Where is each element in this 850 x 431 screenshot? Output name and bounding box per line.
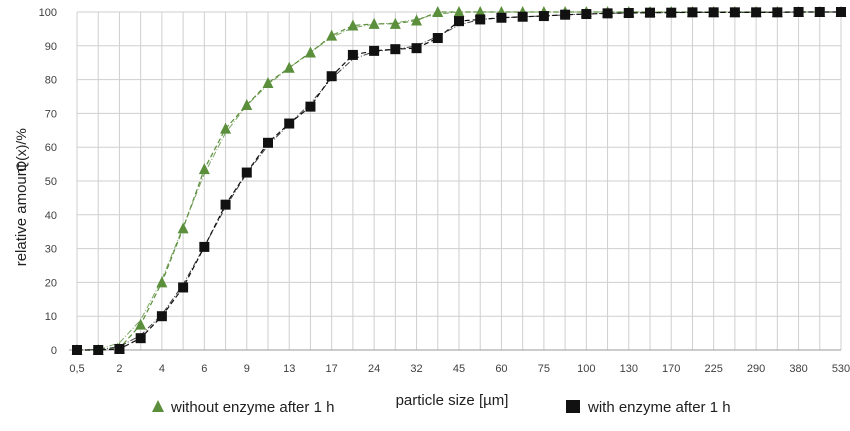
y-tick-labels: 0 10 20 30 40 50 60 70 80 90 100: [39, 7, 57, 357]
x-tick-label: 0,5: [69, 363, 84, 375]
y-tick-label: 50: [45, 176, 57, 188]
point-square: [581, 9, 592, 20]
point-square: [72, 345, 82, 355]
legend-marker-triangle: [152, 400, 164, 412]
y-tick-label: 80: [45, 75, 57, 87]
x-tick-label: 130: [620, 363, 638, 375]
point-square: [369, 45, 380, 56]
x-axis-title: particle size [µm]: [396, 392, 509, 409]
legend-label-without-enzyme: without enzyme after 1 h: [170, 399, 334, 416]
point-square: [708, 7, 719, 18]
y-tick-label: 60: [45, 142, 57, 154]
grid: [69, 11, 842, 351]
point-square: [199, 241, 210, 252]
x-tick-label: 45: [453, 363, 465, 375]
x-tick-labels: 0,5 2 4 6 9 13 17 24 32 45 60 75 100 130 170 225 290 380 5…: [69, 363, 850, 375]
x-tick-label: 17: [326, 363, 338, 375]
point-square: [475, 14, 486, 25]
x-tick-label: 24: [368, 363, 380, 375]
point-triangle: [474, 6, 486, 17]
point-square: [390, 44, 401, 55]
point-square: [751, 7, 762, 18]
point-square: [432, 33, 443, 44]
x-tick-label: 32: [410, 363, 422, 375]
series-markers: [71, 6, 847, 355]
x-tick-label: 6: [201, 363, 207, 375]
y-tick-label: 0: [51, 345, 57, 357]
legend-label-with-enzyme: with enzyme after 1 h: [587, 399, 731, 416]
x-tick-label: 2: [116, 363, 122, 375]
point-square: [326, 71, 337, 82]
y-tick-label: 70: [45, 108, 57, 120]
legend: without enzyme after 1 h with enzyme aft…: [152, 399, 731, 416]
point-triangle: [283, 61, 295, 73]
point-triangle: [347, 19, 359, 31]
x-tick-label: 170: [662, 363, 680, 375]
x-tick-label: 530: [832, 363, 850, 375]
y-tick-label: 90: [45, 41, 57, 53]
y-tick-label: 20: [45, 277, 57, 289]
point-square: [814, 7, 825, 17]
x-tick-label: 75: [538, 363, 550, 375]
point-triangle: [198, 163, 210, 175]
point-square: [729, 7, 740, 18]
point-square: [263, 137, 273, 148]
point-square: [93, 345, 104, 355]
point-triangle: [135, 318, 147, 330]
x-tick-label: 60: [495, 363, 507, 375]
point-square: [135, 333, 146, 344]
y-tick-label: 30: [45, 244, 57, 256]
point-square: [454, 16, 464, 27]
x-tick-label: 100: [577, 363, 595, 375]
point-square: [284, 118, 295, 129]
point-square: [496, 12, 507, 23]
point-square: [241, 167, 252, 178]
point-square: [666, 7, 677, 18]
point-square: [602, 8, 613, 19]
x-tick-label: 4: [159, 363, 165, 375]
point-square: [836, 7, 846, 17]
y-tick-label: 40: [45, 210, 57, 222]
y-tick-label: 100: [39, 7, 57, 19]
point-triangle: [453, 6, 465, 17]
point-square: [687, 7, 698, 18]
point-triangle: [389, 17, 401, 29]
point-square: [114, 343, 125, 354]
point-square: [411, 43, 422, 54]
point-square: [623, 8, 634, 19]
point-square: [793, 7, 804, 17]
point-triangle: [411, 14, 423, 26]
y-tick-label: 10: [45, 311, 57, 323]
point-square: [772, 7, 783, 18]
y-axis-title: relative amount: [13, 163, 30, 266]
x-tick-label: 225: [704, 363, 722, 375]
point-triangle: [326, 29, 338, 41]
y-axis-unit: Q(x)/%: [13, 128, 29, 172]
point-triangle: [241, 98, 253, 110]
x-tick-label: 9: [244, 363, 250, 375]
point-square: [645, 7, 655, 18]
x-tick-label: 290: [747, 363, 765, 375]
point-triangle: [304, 46, 316, 58]
point-square: [156, 311, 167, 322]
point-triangle: [368, 17, 380, 29]
x-tick-label: 13: [283, 363, 295, 375]
legend-marker-square: [566, 400, 580, 413]
point-triangle: [156, 276, 168, 288]
point-triangle: [220, 122, 232, 134]
point-square: [305, 101, 316, 112]
point-triangle: [432, 6, 444, 17]
x-tick-label: 380: [789, 363, 807, 375]
point-square: [178, 282, 189, 293]
point-triangle: [177, 222, 189, 234]
point-square: [538, 11, 549, 22]
point-square: [220, 199, 231, 210]
point-square: [560, 9, 571, 20]
point-square: [517, 11, 528, 22]
point-triangle: [262, 76, 274, 88]
point-square: [347, 49, 358, 60]
